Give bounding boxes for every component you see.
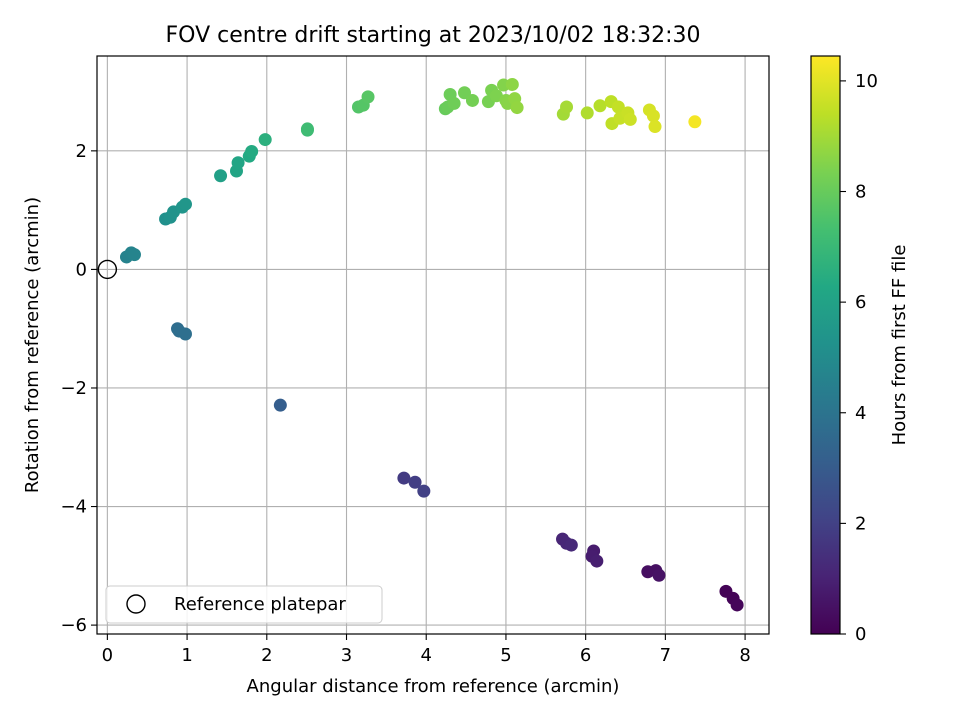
colorbar-label: Hours from first FF file bbox=[889, 245, 910, 446]
data-point bbox=[611, 100, 625, 114]
grid-lines bbox=[97, 56, 769, 634]
data-point bbox=[510, 101, 524, 115]
x-tick-label: 6 bbox=[580, 645, 591, 666]
chart-title: FOV centre drift starting at 2023/10/02 … bbox=[166, 23, 701, 48]
data-point bbox=[688, 115, 702, 129]
x-tick-label: 8 bbox=[739, 645, 750, 666]
colorbar-tick-label: 4 bbox=[855, 403, 866, 424]
data-point bbox=[397, 471, 411, 485]
y-tick-label: −2 bbox=[60, 378, 87, 399]
data-point bbox=[447, 96, 461, 110]
x-tick-label: 3 bbox=[341, 645, 352, 666]
x-tick-label: 0 bbox=[102, 645, 113, 666]
data-point bbox=[245, 144, 259, 158]
legend-box bbox=[105, 585, 383, 624]
data-point bbox=[178, 327, 192, 341]
colorbar-tick-label: 0 bbox=[855, 624, 866, 645]
data-point bbox=[465, 93, 479, 107]
data-point bbox=[258, 133, 272, 147]
data-point bbox=[505, 77, 519, 91]
x-tick-label: 1 bbox=[181, 645, 192, 666]
reference-platepar-marker bbox=[97, 259, 118, 280]
y-axis-label: Rotation from reference (arcmin) bbox=[22, 197, 43, 493]
data-point bbox=[417, 484, 431, 498]
data-point bbox=[593, 99, 607, 113]
x-tick-label: 7 bbox=[660, 645, 671, 666]
data-point bbox=[560, 100, 574, 114]
data-point bbox=[408, 475, 422, 489]
data-point bbox=[127, 248, 141, 262]
data-point bbox=[580, 106, 594, 120]
y-tick-label: 0 bbox=[76, 259, 87, 280]
data-point bbox=[648, 120, 662, 134]
y-axis-ticks: −6 −4 −2 0 2 bbox=[60, 141, 97, 636]
data-point bbox=[361, 90, 375, 104]
data-point bbox=[231, 156, 245, 170]
colorbar-tick-label: 6 bbox=[855, 292, 866, 313]
y-tick-label: 2 bbox=[76, 141, 87, 162]
x-tick-label: 5 bbox=[500, 645, 511, 666]
colorbar-tick-label: 2 bbox=[855, 513, 866, 534]
y-tick-label: −4 bbox=[60, 497, 87, 518]
x-axis-label: Angular distance from reference (arcmin) bbox=[247, 676, 620, 697]
data-point bbox=[178, 197, 192, 211]
data-point bbox=[623, 112, 637, 126]
colorbar: 0 2 4 6 8 10 Hours from first FF file bbox=[810, 55, 910, 645]
data-point bbox=[590, 554, 604, 568]
colorbar-gradient bbox=[810, 55, 841, 635]
y-tick-label: −6 bbox=[60, 615, 87, 636]
legend: Reference platepar bbox=[105, 585, 383, 624]
data-point bbox=[273, 398, 287, 412]
x-tick-label: 4 bbox=[420, 645, 431, 666]
legend-label-reference: Reference platepar bbox=[174, 594, 346, 615]
data-point bbox=[652, 568, 666, 582]
plot-area-frame bbox=[96, 55, 770, 635]
x-axis-ticks: 0 1 2 3 4 5 6 7 8 bbox=[102, 634, 751, 666]
colorbar-ticks: 0 2 4 6 8 10 bbox=[840, 71, 878, 645]
colorbar-tick-label: 10 bbox=[855, 71, 878, 92]
scatter-points bbox=[119, 77, 744, 612]
data-point bbox=[564, 538, 578, 552]
data-point bbox=[646, 109, 660, 123]
legend-marker-reference bbox=[126, 594, 146, 614]
data-point bbox=[300, 122, 314, 136]
data-point bbox=[730, 598, 744, 612]
data-point bbox=[214, 169, 228, 183]
x-tick-label: 2 bbox=[261, 645, 272, 666]
colorbar-tick-label: 8 bbox=[855, 182, 866, 203]
